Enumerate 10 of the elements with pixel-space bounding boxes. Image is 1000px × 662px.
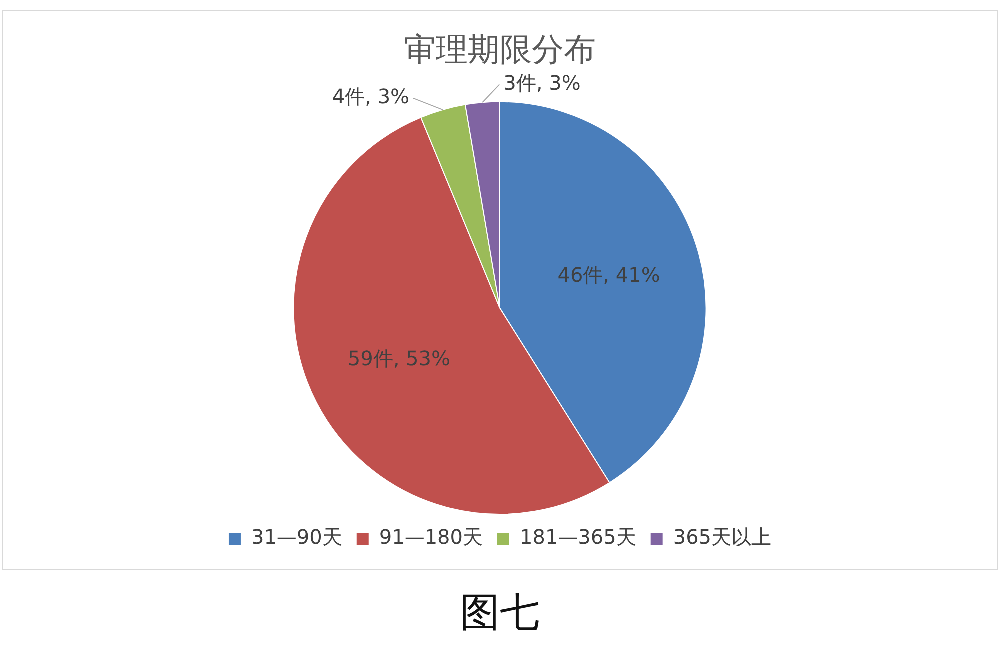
chart-title: 审理期限分布 [404, 30, 596, 69]
data-label: 3件, 3% [504, 70, 581, 95]
data-label: 46件, 41% [558, 262, 660, 287]
legend-label: 365天以上 [673, 525, 772, 550]
text: 图七 [459, 589, 541, 638]
data-label: 59件, 53% [348, 346, 451, 370]
legend-label: 181—365天 [520, 525, 636, 550]
legend-label: 31—90天 [251, 525, 342, 550]
data-label: 4件, 3% [332, 84, 410, 109]
legend-label: 91—180天 [379, 525, 483, 550]
